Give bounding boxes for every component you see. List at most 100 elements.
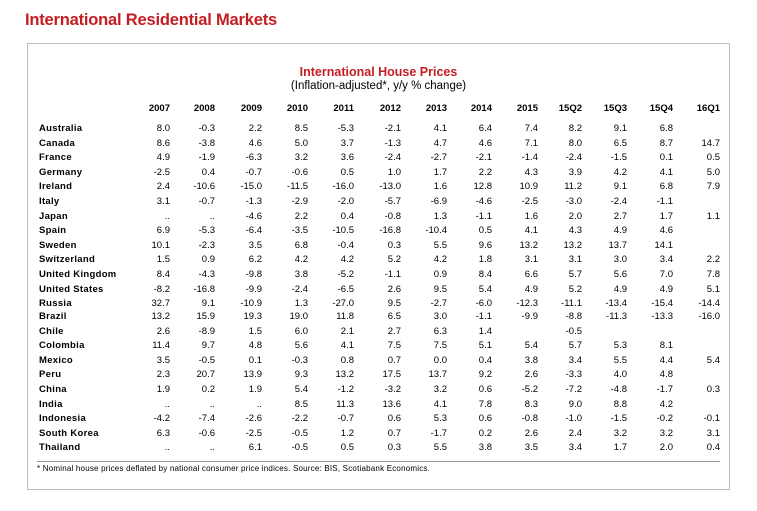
table-cell: -6.9 [430,196,447,207]
table-cell: 0.9 [201,254,215,266]
table-title: International House Prices [299,65,458,79]
row-label: South Korea [39,427,99,439]
table-cell: 3.4 [568,442,582,454]
table-cell: 8.2 [568,123,582,134]
table-cell: 1.9 [248,384,262,395]
table-cell: -13.3 [651,311,673,322]
table-cell: -1.1 [656,196,673,207]
table-cell: 3.5 [248,239,262,251]
table-cell: -8.2 [153,283,170,295]
table-row: United Kingdom 8.4 -4.3 -9.8 3.8 -5.2 -1.1 0.9 8… [0,269,757,282]
table-cell: -8.8 [565,311,582,322]
row-label: Indonesia [39,413,87,425]
table-cell: -2.1 [384,123,401,134]
table-cell: 11.3 [336,398,354,410]
table-cell: 0.6 [478,413,492,425]
table-cell: 8.7 [659,137,673,149]
table-cell: 5.4 [294,384,308,395]
table-cell: .. [209,442,215,454]
table-cell: 6.6 [524,269,538,280]
table-cell: 4.6 [478,137,492,149]
table-cell: 13.7 [428,369,448,381]
table-cell: 20.7 [196,369,216,381]
table-cell: 4.9 [156,152,170,164]
table-cell: 0.4 [706,442,720,454]
table-cell: 6.3 [156,427,170,439]
table-cell: 0.8 [340,354,354,366]
table-cell: -7.4 [198,413,215,425]
table-row: Switzerland 1.5 0.9 6.2 4.2 4.2 5.2 4.2 1.8 3.1 3.… [0,254,757,267]
table-cell: 0.5 [478,225,492,237]
table-cell: 2.2 [294,210,308,222]
table-cell: 1.3 [294,298,308,310]
table-cell: .. [164,398,170,410]
table-cell: -1.7 [430,427,447,439]
table-cell: .. [209,210,215,222]
table-cell: 0.3 [387,239,401,251]
column-header: 2009 [240,103,262,114]
table-cell: -16.0 [698,311,720,322]
table-cell: -2.4 [384,152,401,164]
table-cell: -0.8 [384,210,401,222]
table-cell: 5.2 [568,283,582,295]
table-cell: 1.8 [478,254,492,266]
table-cell: 3.2 [613,427,627,439]
table-cell: 9.6 [478,239,492,251]
table-cell: 0.3 [387,442,401,454]
table-row: Australia 8.0 -0.3 2.2 8.5 -5.3 -2.1 4.1 6.4 7.4 8… [0,123,757,136]
table-cell: 4.1 [433,398,447,410]
table-cell: -3.3 [565,369,582,381]
row-label: Peru [39,369,62,381]
table-cell: 4.3 [524,166,538,178]
table-cell: 10.1 [151,239,171,251]
table-cell: 13.9 [243,369,263,381]
table-cell: 5.5 [433,442,447,454]
row-label: Spain [39,225,67,237]
table-cell: 2.7 [613,210,627,222]
table-row: Canada 8.6 -3.8 4.6 5.0 3.7 -1.3 4.7 4.6 7.1 8.0 6.… [0,138,757,151]
table-cell: 2.2 [706,254,720,266]
table-cell: 4.2 [659,398,673,410]
table-cell: 3.2 [659,427,673,439]
row-label: Australia [39,123,83,134]
table-cell: -1.7 [656,384,673,395]
table-cell: 3.1 [568,254,582,266]
table-cell: -0.3 [291,354,308,366]
table-cell: -16.8 [379,225,401,237]
table-cell: -1.5 [610,413,627,425]
row-label: India [39,398,63,410]
table-cell: -0.5 [198,354,215,366]
table-cell: -1.0 [565,413,582,425]
table-cell: -0.4 [337,239,354,251]
table-cell: -15.4 [651,298,673,310]
table-cell: -14.4 [698,298,720,310]
table-cell: -5.2 [521,384,538,395]
table-cell: 5.3 [613,340,627,352]
table-cell: 5.6 [294,340,308,352]
table-cell: 4.3 [568,225,582,237]
row-label: Canada [39,137,76,149]
table-cell: -4.6 [475,196,492,207]
table-row: Mexico 3.5 -0.5 0.1 -0.3 0.8 0.7 0.0 0.4 3.8 3.4 5.… [0,355,757,368]
table-cell: 3.2 [433,384,447,395]
table-cell: 4.1 [340,340,354,352]
table-cell: 1.9 [156,384,170,395]
table-cell: -9.8 [245,269,262,280]
table-cell: 6.4 [478,123,492,134]
table-cell: 0.1 [659,152,673,164]
column-header: 2011 [333,103,354,114]
table-cell: 3.1 [156,196,170,207]
column-header: 2008 [193,103,215,114]
table-cell: -0.6 [291,166,308,178]
table-cell: 4.9 [524,283,538,295]
table-cell: 1.4 [478,325,492,337]
table-cell: 4.2 [340,254,354,266]
table-cell: -0.2 [656,413,673,425]
table-cell: .. [164,210,170,222]
table-cell: 1.7 [659,210,673,222]
row-label: Italy [39,196,60,207]
table-cell: -5.3 [337,123,354,134]
table-cell: -16.0 [332,181,354,193]
table-cell: -4.6 [245,210,262,222]
table-cell: -11.1 [561,298,582,310]
